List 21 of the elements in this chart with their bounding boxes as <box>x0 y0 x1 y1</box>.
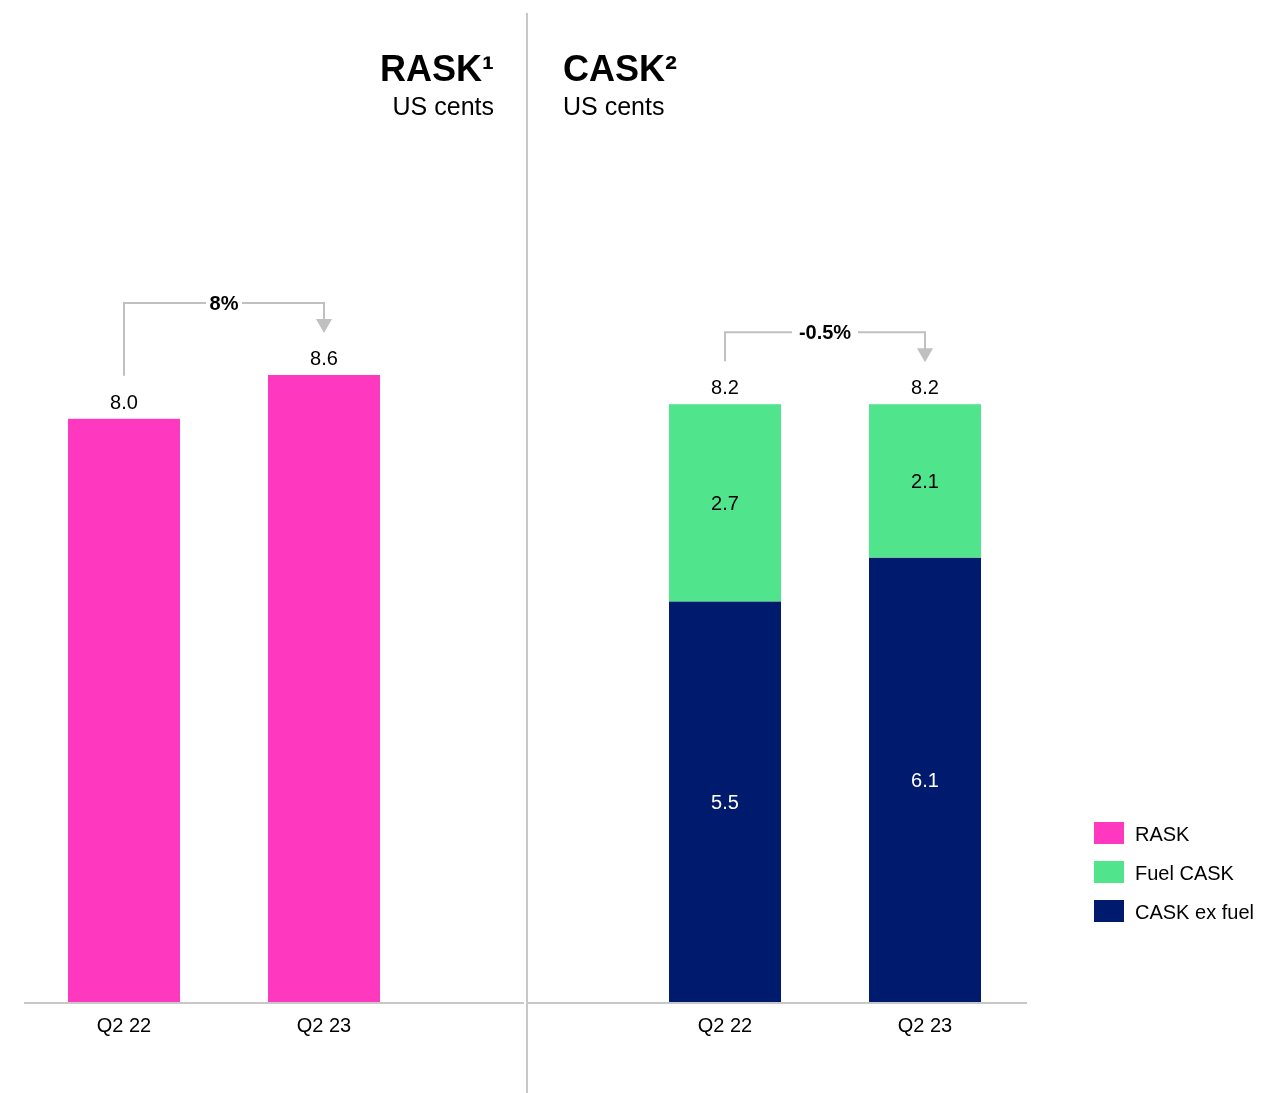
data-label: 2.7 <box>711 491 739 514</box>
data-label: 8.0 <box>110 390 138 413</box>
x-tick-label: Q2 22 <box>96 1014 152 1036</box>
x-tick-label: Q2 22 <box>697 1014 753 1036</box>
total-label: 8.2 <box>911 376 939 399</box>
chart-title: RASK¹ <box>380 48 494 89</box>
text: 8% <box>209 292 239 314</box>
legend-label: RASK <box>1135 823 1191 845</box>
data-label: 5.5 <box>711 791 739 814</box>
legend-label: Fuel CASK <box>1135 862 1235 884</box>
text: -0.5% <box>798 321 852 344</box>
data-label: 8.6 <box>310 347 338 369</box>
data-label: 2.1 <box>911 469 939 492</box>
x-tick-label: Q2 23 <box>296 1014 352 1036</box>
legend-label: CASK ex fuel <box>1135 901 1254 923</box>
data-label: 6.1 <box>911 769 939 792</box>
x-tick-label: Q2 23 <box>897 1014 953 1036</box>
chart-subtitle: US cents <box>563 92 665 120</box>
chart-subtitle: US cents <box>392 92 494 120</box>
chart-title: CASK² <box>563 48 678 89</box>
total-label: 8.2 <box>711 376 739 399</box>
